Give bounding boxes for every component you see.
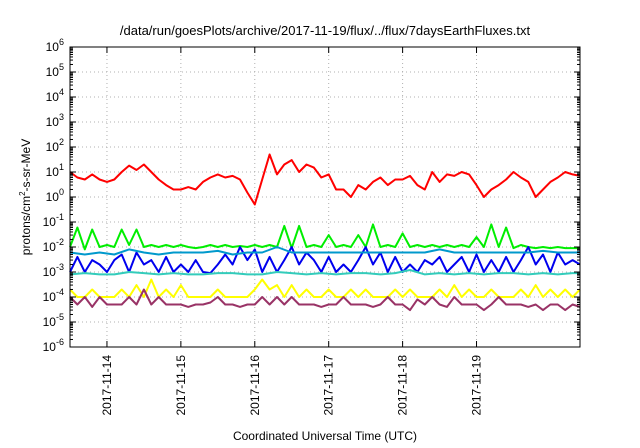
series-line bbox=[69, 288, 581, 312]
y-tick-base: 10 bbox=[46, 165, 60, 179]
y-tick-base: 10 bbox=[43, 290, 57, 304]
y-axis-label-base: protons/cm bbox=[19, 196, 33, 255]
y-tick-label: 10-2 bbox=[43, 237, 64, 254]
y-tick-label: 10-5 bbox=[43, 312, 64, 329]
y-tick-label: 102 bbox=[46, 137, 64, 154]
y-tick-exponent: -1 bbox=[56, 212, 64, 222]
y-tick-label: 100 bbox=[46, 187, 64, 204]
y-tick-label: 10-1 bbox=[43, 212, 64, 229]
y-tick-base: 10 bbox=[43, 215, 57, 229]
y-axis-label: protons/cm2-s-sr-MeV bbox=[18, 139, 33, 255]
y-tick-label: 105 bbox=[46, 62, 64, 79]
x-tick-label: 2017-11-15 bbox=[174, 355, 188, 416]
series-line bbox=[69, 223, 580, 251]
y-tick-label: 10-3 bbox=[43, 262, 64, 279]
x-tick-label: 2017-11-16 bbox=[248, 355, 262, 416]
series-line bbox=[69, 246, 580, 256]
y-tick-label: 106 bbox=[46, 37, 64, 54]
y-tick-label: 10-6 bbox=[43, 337, 64, 354]
y-tick-exponent: 1 bbox=[59, 162, 64, 172]
x-tick-label: 2017-11-18 bbox=[396, 355, 410, 416]
x-axis: 2017-11-14 2017-11-15 2017-11-16 2017-11-17… bbox=[100, 47, 484, 416]
series-line bbox=[69, 278, 581, 298]
y-tick-exponent: -4 bbox=[56, 287, 64, 297]
y-tick-base: 10 bbox=[43, 265, 57, 279]
series-line bbox=[69, 246, 581, 275]
y-axis-label-sup: 2 bbox=[18, 191, 27, 196]
y-axis-label-rest: -s-sr-MeV bbox=[19, 139, 33, 192]
x-axis-label: Coordinated Universal Time (UTC) bbox=[233, 429, 417, 443]
y-tick-base: 10 bbox=[46, 140, 60, 154]
y-tick-label: 101 bbox=[46, 162, 64, 179]
y-tick-exponent: 6 bbox=[59, 37, 64, 47]
y-tick-base: 10 bbox=[43, 340, 57, 354]
y-tick-exponent: -2 bbox=[56, 237, 64, 247]
x-tick-label: 2017-11-17 bbox=[322, 355, 336, 416]
y-tick-base: 10 bbox=[46, 40, 60, 54]
y-tick-base: 10 bbox=[46, 65, 60, 79]
y-tick-base: 10 bbox=[46, 90, 60, 104]
y-tick-exponent: -5 bbox=[56, 312, 64, 322]
y-tick-base: 10 bbox=[43, 315, 57, 329]
y-tick-exponent: 5 bbox=[59, 62, 64, 72]
y-tick-exponent: 2 bbox=[59, 137, 64, 147]
y-tick-exponent: 0 bbox=[59, 187, 64, 197]
x-tick-label: 2017-11-14 bbox=[100, 355, 114, 416]
y-tick-exponent: -3 bbox=[56, 262, 64, 272]
y-tick-exponent: 4 bbox=[59, 87, 64, 97]
y-tick-exponent: 3 bbox=[59, 112, 64, 122]
y-tick-label: 104 bbox=[46, 87, 64, 104]
series-line bbox=[69, 269, 580, 276]
y-tick-base: 10 bbox=[46, 115, 60, 129]
series-line bbox=[69, 153, 581, 206]
y-tick-base: 10 bbox=[43, 240, 57, 254]
series-group bbox=[69, 153, 581, 312]
y-tick-label: 10-4 bbox=[43, 287, 64, 304]
y-tick-label: 103 bbox=[46, 112, 64, 129]
chart-title: /data/run/goesPlots/archive/2017-11-19/f… bbox=[120, 23, 531, 38]
y-tick-exponent: -6 bbox=[56, 337, 64, 347]
y-tick-base: 10 bbox=[46, 190, 60, 204]
y-axis: 10-610-510-410-310-210-11001011021031041… bbox=[43, 37, 580, 354]
x-tick-label: 2017-11-19 bbox=[470, 355, 484, 416]
